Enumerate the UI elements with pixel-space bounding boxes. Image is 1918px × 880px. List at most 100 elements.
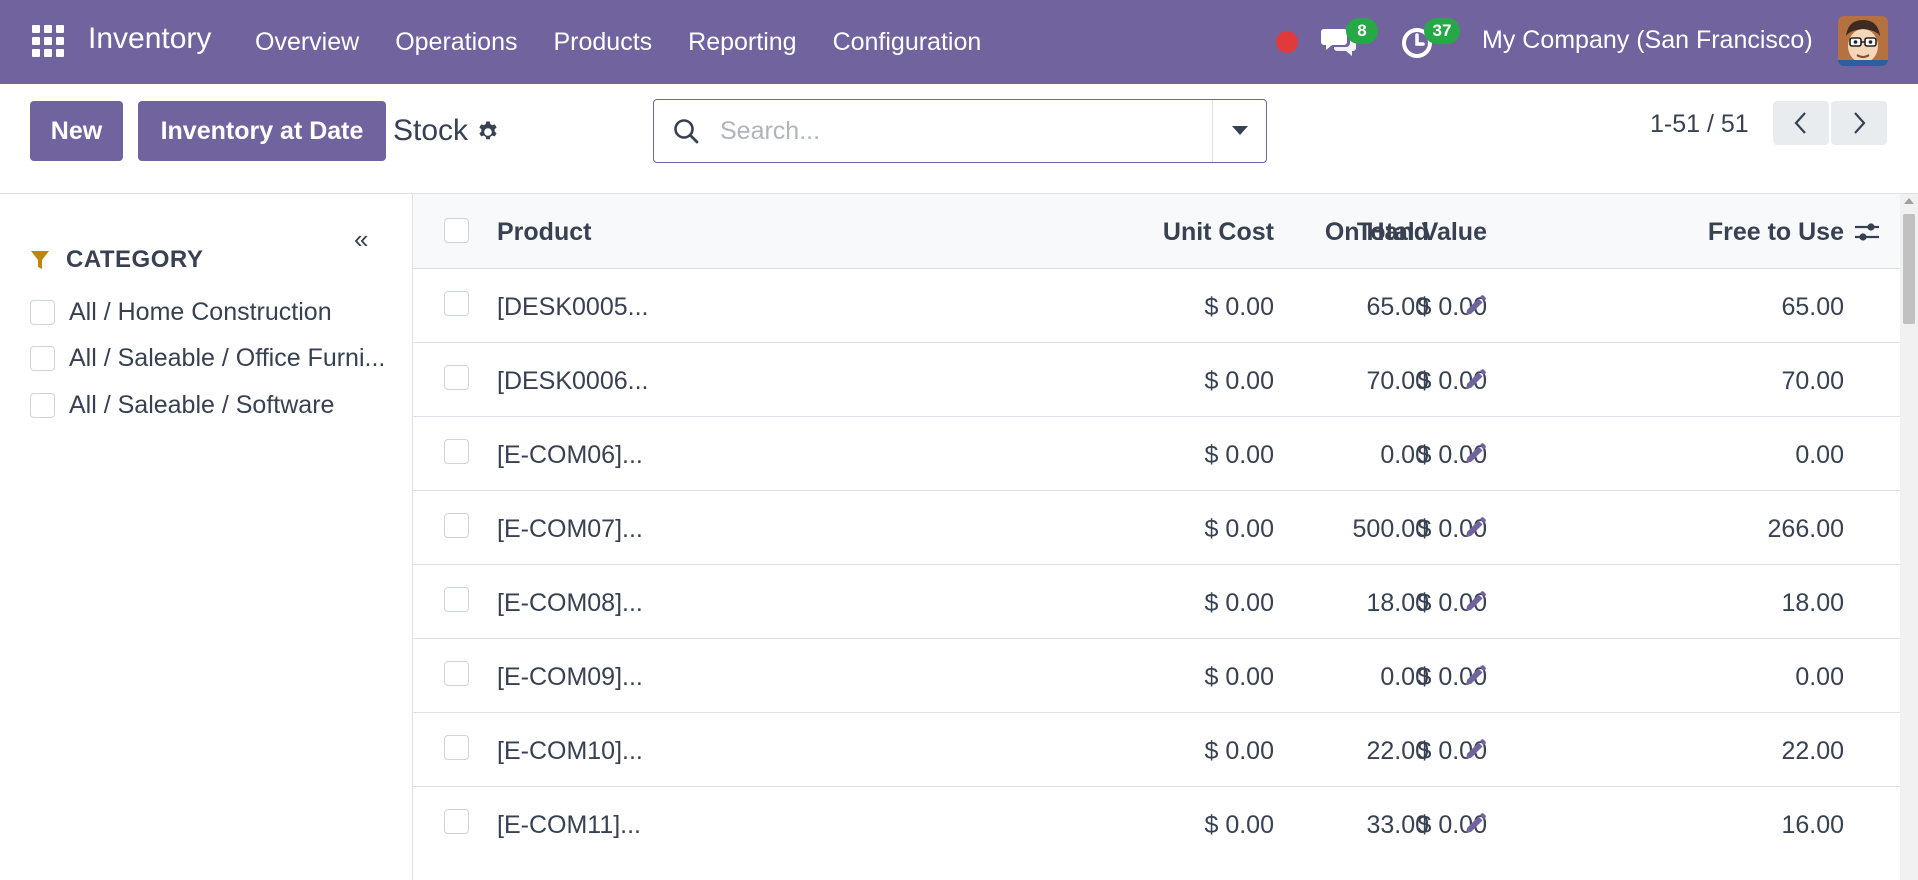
scrollbar-thumb[interactable] xyxy=(1903,214,1915,324)
table-row[interactable]: [E-COM08]... $ 0.00 $ 0.00 18.00 18.00 xyxy=(413,565,1900,639)
category-item-office-furniture[interactable]: All / Saleable / Office Furni... xyxy=(30,344,385,373)
top-navbar: Inventory Overview Operations Products R… xyxy=(0,0,1918,84)
unit-cost-cell: $ 0.00 xyxy=(1204,589,1274,617)
table-row[interactable]: [E-COM11]... $ 0.00 $ 0.00 33.00 16.00 xyxy=(413,787,1900,861)
category-header: CATEGORY xyxy=(30,246,203,274)
row-checkbox[interactable] xyxy=(444,587,469,612)
on-hand-cell: 65.00 xyxy=(1366,293,1429,321)
row-checkbox[interactable] xyxy=(444,809,469,834)
search-panel-sidebar: « CATEGORY All / Home Construction All /… xyxy=(0,194,413,880)
search-input[interactable] xyxy=(720,110,1260,152)
pencil-icon[interactable] xyxy=(1463,664,1487,688)
column-header-unit-cost[interactable]: Unit Cost xyxy=(1162,218,1274,246)
menu-item-overview[interactable]: Overview xyxy=(255,27,360,56)
product-cell[interactable]: [E-COM07]... xyxy=(497,515,643,543)
unit-cost-cell: $ 0.00 xyxy=(1204,441,1274,469)
user-avatar[interactable] xyxy=(1838,16,1888,66)
product-cell[interactable]: [DESK0005... xyxy=(497,293,649,321)
category-checkbox[interactable] xyxy=(30,300,55,325)
category-item-software[interactable]: All / Saleable / Software xyxy=(30,391,334,420)
clock-icon[interactable] xyxy=(1400,26,1434,60)
product-cell[interactable]: [E-COM06]... xyxy=(497,441,643,469)
pencil-icon[interactable] xyxy=(1463,442,1487,466)
inventory-at-date-button[interactable]: Inventory at Date xyxy=(138,101,386,161)
table-row[interactable]: [E-COM07]... $ 0.00 $ 0.00 500.00 266.00 xyxy=(413,491,1900,565)
category-label: All / Saleable / Office Furni... xyxy=(69,344,386,372)
pager-value[interactable]: 1-51 / 51 xyxy=(1650,110,1749,138)
row-checkbox[interactable] xyxy=(444,439,469,464)
column-header-product[interactable]: Product xyxy=(497,218,592,246)
recording-indicator-icon[interactable] xyxy=(1276,31,1298,53)
table-row[interactable]: [E-COM09]... $ 0.00 $ 0.00 0.00 0.00 xyxy=(413,639,1900,713)
scroll-up-icon[interactable] xyxy=(1904,198,1914,204)
main-menu: Overview Operations Products Reporting C… xyxy=(255,0,1017,84)
column-header-free-to-use[interactable]: Free to Use xyxy=(1707,218,1844,246)
activities-count-badge: 37 xyxy=(1424,18,1460,44)
messages-count-badge: 8 xyxy=(1346,18,1378,44)
pencil-icon[interactable] xyxy=(1463,812,1487,836)
product-cell[interactable]: [DESK0006... xyxy=(497,367,649,395)
pager-next-button[interactable] xyxy=(1831,101,1887,145)
new-button[interactable]: New xyxy=(30,101,123,161)
free-to-use-cell: 0.00 xyxy=(1795,663,1844,691)
table-header: Product Unit Cost Total Value Free to Us… xyxy=(413,194,1900,269)
pencil-icon[interactable] xyxy=(1463,516,1487,540)
unit-cost-cell: $ 0.00 xyxy=(1204,367,1274,395)
pencil-icon[interactable] xyxy=(1463,368,1487,392)
select-all-checkbox[interactable] xyxy=(444,218,469,243)
menu-item-configuration[interactable]: Configuration xyxy=(832,27,982,56)
unit-cost-cell: $ 0.00 xyxy=(1204,737,1274,765)
on-hand-cell: 18.00 xyxy=(1366,589,1429,617)
table-row[interactable]: [DESK0006... $ 0.00 $ 0.00 70.00 70.00 xyxy=(413,343,1900,417)
search-icon xyxy=(674,119,699,144)
product-cell[interactable]: [E-COM11]... xyxy=(497,811,642,839)
apps-grid-icon[interactable] xyxy=(32,25,64,57)
category-item-home-construction[interactable]: All / Home Construction xyxy=(30,298,332,327)
control-panel: New Inventory at Date Stock 1-51 / 51 xyxy=(0,84,1918,194)
category-label: All / Saleable / Software xyxy=(69,391,335,419)
free-to-use-cell: 18.00 xyxy=(1781,589,1844,617)
gear-icon[interactable] xyxy=(476,120,500,144)
table-scrollbar[interactable] xyxy=(1900,194,1918,880)
app-name[interactable]: Inventory xyxy=(88,22,212,55)
pencil-icon[interactable] xyxy=(1463,590,1487,614)
chevron-right-icon xyxy=(1854,112,1866,134)
on-hand-cell: 22.00 xyxy=(1366,737,1429,765)
collapse-sidebar-icon[interactable]: « xyxy=(354,224,369,254)
row-checkbox[interactable] xyxy=(444,291,469,316)
search-options-toggle[interactable] xyxy=(1212,100,1266,162)
unit-cost-cell: $ 0.00 xyxy=(1204,663,1274,691)
column-header-total-value[interactable]: Total Value xyxy=(1356,218,1487,246)
company-switcher[interactable]: My Company (San Francisco) xyxy=(1482,26,1813,54)
table-row[interactable]: [E-COM06]... $ 0.00 $ 0.00 0.00 0.00 xyxy=(413,417,1900,491)
row-checkbox[interactable] xyxy=(444,365,469,390)
on-hand-cell: 0.00 xyxy=(1380,441,1429,469)
category-checkbox[interactable] xyxy=(30,393,55,418)
product-cell[interactable]: [E-COM08]... xyxy=(497,589,643,617)
free-to-use-cell: 266.00 xyxy=(1767,515,1844,543)
product-cell[interactable]: [E-COM09]... xyxy=(497,663,643,691)
table-row[interactable]: [DESK0005... $ 0.00 $ 0.00 65.00 65.00 xyxy=(413,269,1900,343)
pencil-icon[interactable] xyxy=(1463,738,1487,762)
unit-cost-cell: $ 0.00 xyxy=(1204,515,1274,543)
category-checkbox[interactable] xyxy=(30,346,55,371)
sliders-icon[interactable] xyxy=(1853,220,1881,244)
menu-item-reporting[interactable]: Reporting xyxy=(688,27,797,56)
category-title: CATEGORY xyxy=(66,246,204,273)
row-checkbox[interactable] xyxy=(444,513,469,538)
row-checkbox[interactable] xyxy=(444,735,469,760)
free-to-use-cell: 22.00 xyxy=(1781,737,1844,765)
column-header-on-hand[interactable]: On Hand xyxy=(1324,218,1429,246)
menu-item-products[interactable]: Products xyxy=(553,27,653,56)
product-cell[interactable]: [E-COM10]... xyxy=(497,737,643,765)
menu-item-operations[interactable]: Operations xyxy=(395,27,518,56)
filter-icon xyxy=(31,251,49,269)
pencil-icon[interactable] xyxy=(1463,294,1487,318)
on-hand-cell: 0.00 xyxy=(1380,663,1429,691)
table-row[interactable]: [E-COM10]... $ 0.00 $ 0.00 22.00 22.00 xyxy=(413,713,1900,787)
pager-previous-button[interactable] xyxy=(1773,101,1829,145)
row-checkbox[interactable] xyxy=(444,661,469,686)
on-hand-cell: 500.00 xyxy=(1352,515,1429,543)
free-to-use-cell: 0.00 xyxy=(1795,441,1844,469)
chevron-left-icon xyxy=(1794,112,1806,134)
